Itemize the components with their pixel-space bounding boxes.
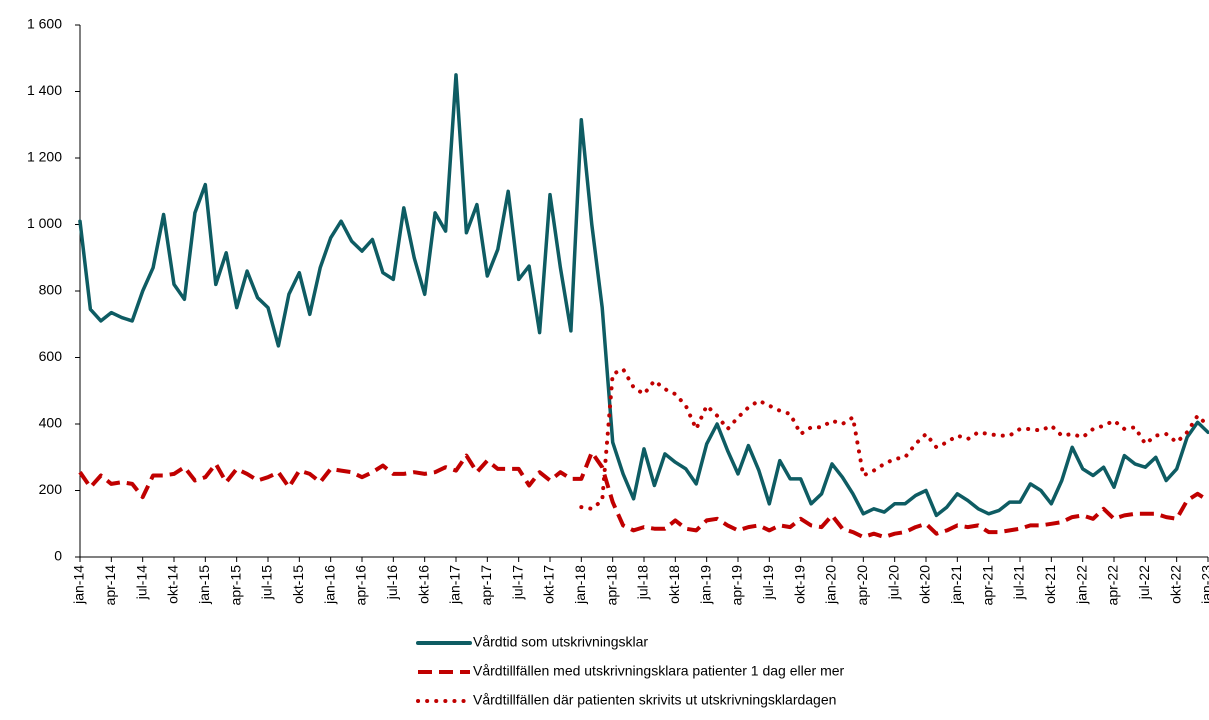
x-tick-label: jan-16 xyxy=(321,565,337,605)
x-tick-label: apr-15 xyxy=(227,565,243,606)
x-tick-label: apr-17 xyxy=(478,565,494,606)
x-tick-label: okt-18 xyxy=(666,565,682,604)
x-tick-label: apr-21 xyxy=(979,565,995,606)
x-tick-label: jan-22 xyxy=(1073,565,1089,605)
series-line xyxy=(78,73,1209,518)
x-tick-label: jan-20 xyxy=(823,565,839,605)
x-tick-label: jan-14 xyxy=(71,565,87,605)
y-tick-label: 600 xyxy=(39,348,63,364)
y-tick-label: 800 xyxy=(39,282,63,298)
x-tick-label: jul-14 xyxy=(133,565,149,600)
x-tick-label: jul-20 xyxy=(885,565,901,600)
x-tick-label: jul-18 xyxy=(635,565,651,600)
x-tick-label: jul-19 xyxy=(760,565,776,600)
x-tick-label: jul-22 xyxy=(1136,565,1152,600)
x-tick-label: okt-22 xyxy=(1167,565,1183,604)
x-tick-label: okt-14 xyxy=(165,565,181,604)
x-tick-label: jan-19 xyxy=(697,565,713,605)
series-line xyxy=(78,450,1209,539)
legend-label: Vårdtillfällen där patienten skrivits ut… xyxy=(473,692,836,708)
x-tick-label: jan-17 xyxy=(447,565,463,605)
x-tick-label: okt-17 xyxy=(541,565,557,604)
x-tick-label: apr-14 xyxy=(102,565,118,606)
x-tick-label: apr-22 xyxy=(1105,565,1121,606)
y-tick-label: 0 xyxy=(54,548,62,564)
x-tick-label: jan-21 xyxy=(948,565,964,605)
y-tick-label: 1 000 xyxy=(27,215,62,231)
y-tick-label: 400 xyxy=(39,415,63,431)
x-tick-label: jul-15 xyxy=(259,565,275,600)
y-tick-label: 1 600 xyxy=(27,16,62,32)
x-tick-label: okt-19 xyxy=(791,565,807,604)
x-tick-label: jul-17 xyxy=(509,565,525,600)
x-tick-label: apr-18 xyxy=(603,565,619,606)
x-tick-label: okt-16 xyxy=(415,565,431,604)
legend-label: Vårdtid som utskrivningsklar xyxy=(473,634,648,650)
series-line xyxy=(579,367,1209,511)
x-tick-label: okt-15 xyxy=(290,565,306,604)
x-tick-label: okt-20 xyxy=(917,565,933,604)
y-tick-label: 1 400 xyxy=(27,82,62,98)
y-tick-label: 200 xyxy=(39,481,63,497)
x-tick-label: jan-23 xyxy=(1199,565,1209,605)
x-tick-label: jul-21 xyxy=(1011,565,1027,600)
y-tick-label: 1 200 xyxy=(27,149,62,165)
x-tick-label: apr-19 xyxy=(729,565,745,606)
x-tick-label: apr-16 xyxy=(353,565,369,606)
x-tick-label: okt-21 xyxy=(1042,565,1058,604)
x-tick-label: apr-20 xyxy=(854,565,870,606)
legend-label: Vårdtillfällen med utskrivningsklara pat… xyxy=(473,663,845,679)
x-tick-label: jan-15 xyxy=(196,565,212,605)
x-tick-label: jan-18 xyxy=(572,565,588,605)
x-tick-label: jul-16 xyxy=(384,565,400,600)
